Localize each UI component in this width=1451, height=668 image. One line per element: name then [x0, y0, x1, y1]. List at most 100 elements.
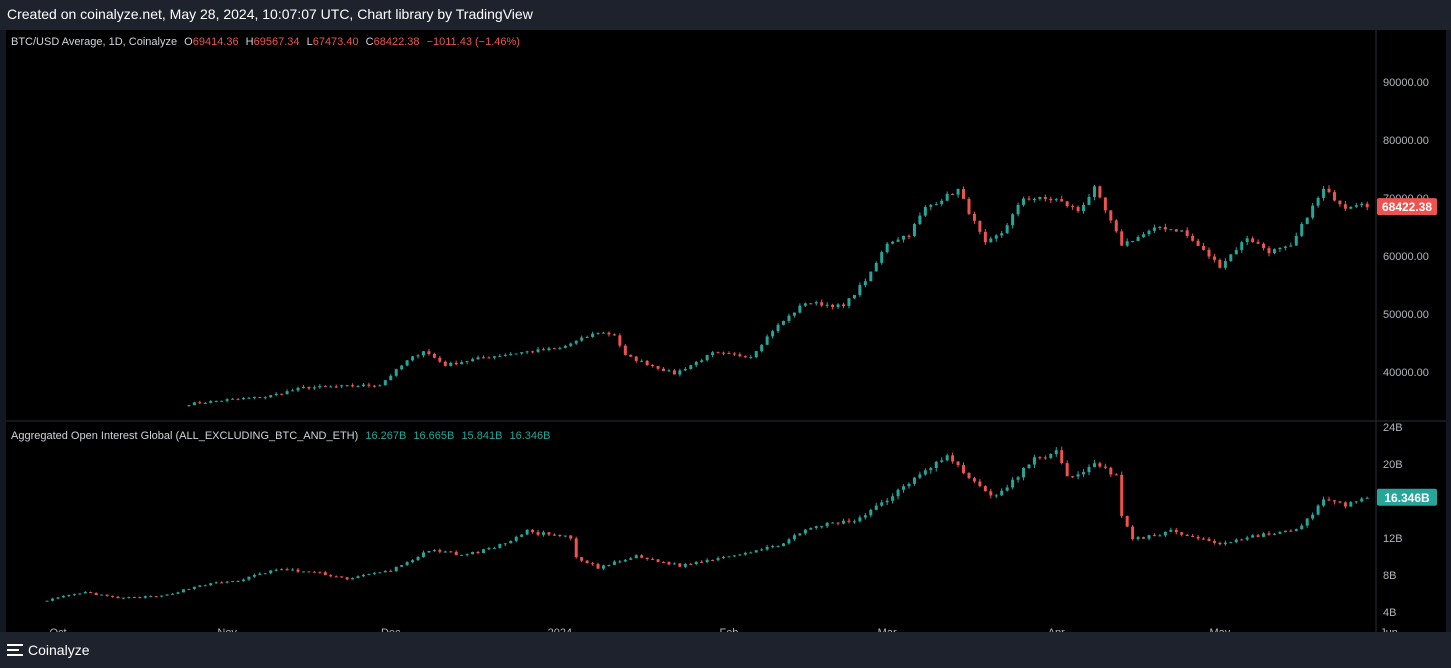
price-candle	[301, 386, 305, 388]
price-candle	[618, 335, 622, 346]
oi-last-value-bg	[1377, 488, 1437, 506]
oi-candle	[1136, 537, 1140, 540]
price-candle	[1327, 188, 1331, 193]
oi-candle	[1283, 530, 1287, 532]
chart-area[interactable]	[6, 30, 1446, 632]
price-candle	[951, 193, 955, 195]
price-candle	[825, 304, 829, 306]
oi-tick-label-5: 24B	[1383, 422, 1403, 434]
price-candle	[1114, 220, 1118, 232]
price-candle	[672, 370, 676, 375]
price-candle	[372, 385, 376, 387]
price-candle	[307, 386, 311, 389]
price-candle	[967, 198, 971, 214]
oi-candle	[1174, 529, 1178, 533]
oi-candle	[56, 597, 60, 599]
price-candle	[645, 360, 649, 365]
price-candle	[612, 334, 616, 336]
oi-candle	[269, 570, 273, 574]
price-candle	[421, 351, 425, 356]
price-candle	[831, 304, 835, 308]
oi-candle	[1349, 502, 1353, 507]
oi-candle	[307, 571, 311, 573]
oi-value-3: 15.841B	[461, 430, 503, 442]
oi-candle	[623, 559, 627, 562]
price-candle	[792, 312, 796, 316]
price-candle	[340, 385, 344, 387]
price-candle	[285, 391, 289, 395]
oi-candle	[329, 575, 333, 577]
price-candle	[1163, 227, 1167, 230]
price-symbol: BTC/USD Average, 1D, Coinalyze	[11, 36, 178, 48]
oi-candle	[61, 596, 65, 598]
oi-candle	[438, 550, 442, 552]
price-candle	[1109, 210, 1113, 221]
price-candle	[258, 396, 262, 398]
price-candle	[1349, 206, 1353, 209]
oi-tick-label-1: 8B	[1383, 570, 1396, 582]
coinalyze-logo[interactable]: Coinalyze	[7, 642, 89, 658]
price-candle	[318, 386, 322, 388]
price-candle	[498, 355, 502, 357]
oi-candle	[1125, 515, 1129, 527]
price-candle	[1256, 242, 1260, 244]
price-candle	[972, 213, 976, 221]
oi-candle	[580, 557, 584, 561]
high-value: 69567.34	[253, 36, 300, 48]
oi-candle	[165, 594, 169, 596]
price-candle	[962, 188, 966, 199]
price-candle	[1065, 201, 1069, 207]
oi-candle	[241, 579, 245, 582]
price-candle	[1060, 199, 1064, 202]
oi-candle	[891, 496, 895, 501]
price-candle	[629, 354, 633, 357]
oi-candle	[1240, 539, 1244, 541]
price-candle	[907, 235, 911, 237]
oi-candle	[312, 571, 316, 573]
price-candle	[1354, 205, 1358, 207]
oi-candle	[209, 583, 213, 586]
oi-candle	[776, 546, 780, 548]
price-candle	[760, 344, 764, 352]
price-candle	[1218, 259, 1222, 268]
price-candle	[1240, 242, 1244, 251]
oi-candle	[78, 593, 82, 595]
oi-candle	[809, 528, 813, 530]
price-candle	[1207, 249, 1211, 257]
oi-candle	[1131, 526, 1135, 540]
oi-candle	[1071, 476, 1075, 478]
oi-candle	[160, 595, 164, 597]
price-candle	[432, 353, 436, 358]
oi-candle	[531, 529, 535, 533]
oi-candle	[258, 573, 262, 575]
price-candle	[345, 385, 349, 387]
price-candle	[1223, 261, 1227, 268]
oi-candle	[1305, 518, 1309, 526]
price-candle	[1043, 196, 1047, 199]
oi-candle	[1322, 499, 1326, 506]
price-candle	[1338, 200, 1342, 205]
oi-candle	[465, 554, 469, 556]
oi-value-2: 16.665B	[413, 430, 455, 442]
price-candle	[558, 347, 562, 349]
oi-candle	[236, 581, 240, 583]
price-candle	[1196, 240, 1200, 246]
price-candle	[836, 304, 840, 308]
oi-candle	[487, 548, 491, 550]
menu-icon	[7, 644, 23, 656]
price-candle	[727, 353, 731, 355]
oi-candle	[432, 550, 436, 552]
price-candle	[460, 362, 464, 365]
oi-candle	[1354, 501, 1358, 503]
footer-bar	[0, 632, 1451, 668]
price-candle	[771, 331, 775, 337]
price-candle	[247, 397, 251, 399]
oi-candle	[1267, 533, 1271, 535]
oi-candle	[994, 495, 998, 497]
price-candle	[1294, 235, 1298, 246]
oi-candle	[967, 473, 971, 479]
price-candle	[1022, 198, 1026, 205]
oi-candle	[1169, 529, 1173, 532]
oi-candle	[836, 522, 840, 524]
